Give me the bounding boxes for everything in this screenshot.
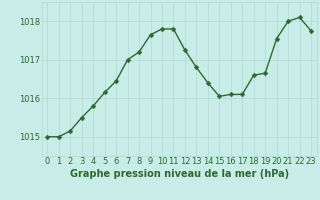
X-axis label: Graphe pression niveau de la mer (hPa): Graphe pression niveau de la mer (hPa): [70, 169, 289, 179]
